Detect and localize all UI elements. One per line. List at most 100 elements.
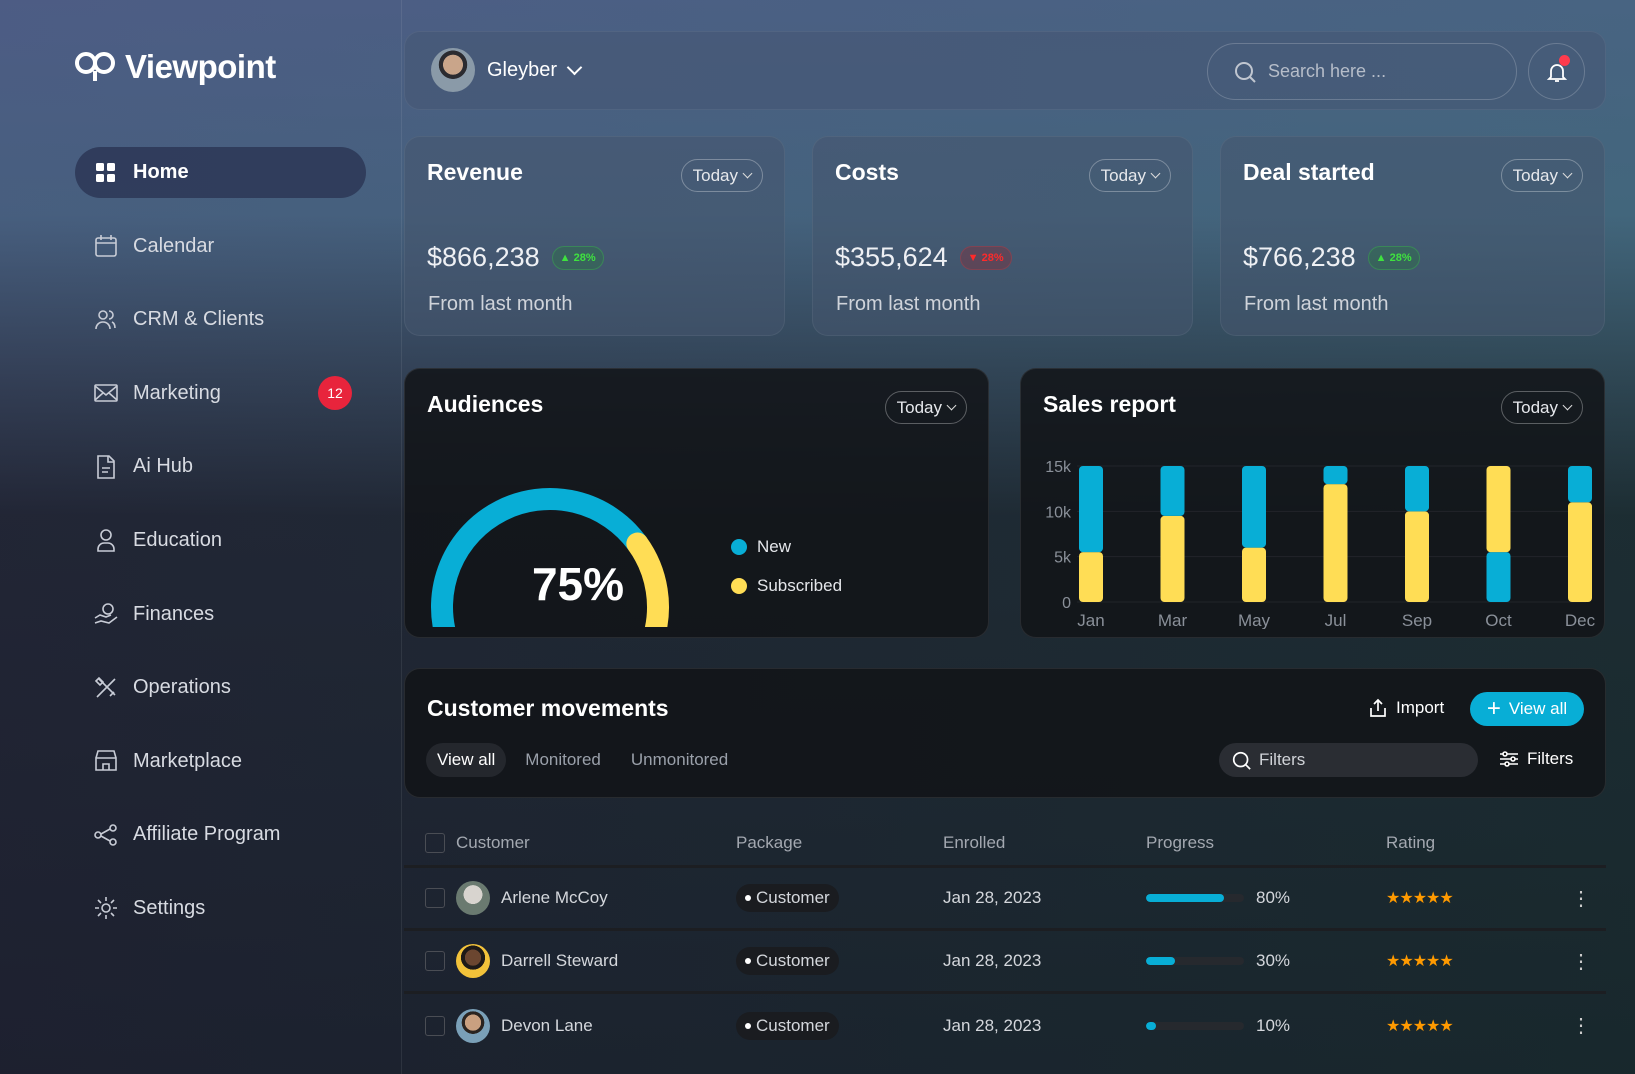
dropdown-label: Today (1512, 165, 1558, 185)
mail-icon (94, 384, 118, 403)
enrolled-date: Jan 28, 2023 (943, 1015, 1042, 1035)
column-progress[interactable]: Progress (1146, 832, 1215, 852)
dot-icon (745, 958, 751, 964)
column-enrolled[interactable]: Enrolled (943, 832, 1006, 852)
gear-icon (95, 897, 117, 920)
x-tick-label: Jan (1077, 611, 1104, 629)
star-icon: ★ (1426, 953, 1440, 970)
package-badge: Customer (736, 947, 839, 975)
sidebar-item-settings[interactable]: Settings (75, 883, 366, 934)
table-row[interactable]: Devon Lane Customer Jan 28, 2023 10% ★★★… (404, 994, 1606, 1057)
filter-input[interactable]: Filters (1219, 743, 1478, 777)
progress-bar (1146, 1021, 1244, 1030)
sidebar-item-operations[interactable]: Operations (75, 662, 366, 713)
table-row[interactable]: Arlene McCoy Customer Jan 28, 2023 80% ★… (404, 868, 1606, 931)
row-checkbox[interactable] (425, 1015, 445, 1036)
progress-cell: 30% (1146, 951, 1386, 971)
audience-gauge (431, 488, 669, 627)
dot-icon (745, 895, 751, 901)
dropdown-label: Today (692, 165, 738, 185)
progress-bar (1146, 957, 1244, 965)
progress-cell: 10% (1146, 1016, 1386, 1036)
dropdown-label: Today (1100, 165, 1146, 185)
card-title: Deal started (1243, 159, 1375, 185)
x-tick-label: Sep (1402, 611, 1432, 629)
star-icon: ★ (1399, 890, 1413, 907)
more-options-icon[interactable]: ⋮ (1571, 1015, 1591, 1037)
chevron-down-icon (1562, 400, 1573, 411)
card-title: Audiences (427, 391, 544, 417)
x-tick-label: May (1238, 611, 1271, 629)
star-icon: ★ (1439, 953, 1453, 970)
sidebar-item-ai-hub[interactable]: Ai Hub (75, 441, 366, 492)
user-menu[interactable]: Gleyber (431, 48, 583, 92)
sales-report-card: Sales report Today 0 5k 10k 15k Jan Mar May Jul… (1020, 368, 1605, 638)
sidebar-item-crm-clients[interactable]: CRM & Clients (75, 294, 366, 345)
y-tick-label: 0 (1062, 595, 1071, 612)
period-dropdown[interactable]: Today (680, 159, 763, 192)
view-all-button[interactable]: + View all (1470, 692, 1584, 726)
progress-value: 10% (1256, 1015, 1291, 1035)
sidebar-item-education[interactable]: Education (75, 515, 366, 566)
tab-unmonitored[interactable]: Unmonitored (630, 750, 729, 769)
bar-subscribed-jan (1079, 552, 1103, 602)
customer-name: Darrell Steward (501, 951, 619, 970)
filter-placeholder: Filters (1259, 750, 1306, 769)
kpi-value-row: $766,238 ▲ 28% (1243, 242, 1420, 273)
more-options-icon[interactable]: ⋮ (1571, 887, 1591, 910)
notifications-button[interactable] (1528, 43, 1585, 100)
kpi-subtitle: From last month (428, 293, 573, 315)
sales-chart: 0 5k 10k 15k Jan Mar May Jul Sep Oct Dec (1045, 459, 1596, 629)
customer-movements-card: Customer movements Import + View all Vie… (404, 668, 1606, 798)
sidebar-item-affiliate-program[interactable]: Affiliate Program (75, 809, 366, 860)
star-icon: ★ (1386, 890, 1400, 907)
period-dropdown[interactable]: Today (884, 391, 967, 424)
progress-fill (1146, 957, 1176, 965)
tab-monitored[interactable]: Monitored (525, 750, 601, 769)
sidebar-item-marketing[interactable]: Marketing 12 (75, 368, 366, 419)
x-tick-label: Dec (1565, 611, 1596, 629)
sidebar-item-home[interactable]: Home (75, 147, 366, 198)
tools-icon (94, 676, 116, 698)
y-tick-label: 15k (1045, 459, 1072, 476)
customers-table: Customer Package Enrolled Progress Ratin… (404, 820, 1606, 1057)
arrow-up-icon: ▲ (559, 251, 571, 264)
period-dropdown[interactable]: Today (1500, 391, 1583, 424)
user-name: Gleyber (487, 58, 558, 81)
row-checkbox[interactable] (425, 951, 445, 971)
import-button[interactable]: Import (1368, 698, 1444, 718)
package-label: Customer (756, 951, 830, 970)
column-customer[interactable]: Customer (456, 832, 530, 852)
chevron-down-icon (946, 400, 957, 411)
hand-coin-icon (94, 603, 118, 624)
legend-item-subscribed: Subscribed (731, 576, 842, 596)
sidebar-item-marketplace[interactable]: Marketplace (75, 736, 366, 787)
kpi-value: $766,238 (1243, 242, 1356, 272)
gauge-legend: New Subscribed (731, 537, 842, 615)
bar-new-dec (1568, 466, 1592, 503)
period-dropdown[interactable]: Today (1088, 159, 1171, 192)
filters-button[interactable]: Filters (1499, 749, 1573, 769)
column-rating[interactable]: Rating (1386, 832, 1436, 852)
more-options-icon[interactable]: ⋮ (1571, 950, 1591, 973)
arrow-up-icon: ▲ (1375, 251, 1387, 264)
search-input[interactable]: Search here ... (1207, 43, 1517, 100)
tab-view-all[interactable]: View all (426, 743, 507, 777)
view-all-label: View all (1508, 699, 1568, 718)
table-row[interactable]: Darrell Steward Customer Jan 28, 2023 30… (404, 931, 1606, 994)
sidebar-item-calendar[interactable]: Calendar (75, 221, 366, 272)
legend-label: New (757, 537, 792, 556)
upload-icon (1370, 698, 1386, 717)
sidebar-item-finances[interactable]: Finances (75, 589, 366, 640)
card-title: Customer movements (427, 695, 669, 721)
legend-item-new: New (731, 537, 842, 557)
row-checkbox[interactable] (425, 888, 445, 908)
column-package[interactable]: Package (736, 832, 803, 852)
sidebar-item-label: Marketplace (133, 749, 242, 772)
select-all-checkbox[interactable] (425, 832, 445, 853)
x-tick-label: Mar (1158, 611, 1188, 629)
customer-cell: Darrell Steward (456, 944, 736, 978)
period-dropdown[interactable]: Today (1500, 159, 1583, 192)
logo[interactable]: Viewpoint (73, 48, 276, 86)
gauge-arc-subscribed (626, 532, 669, 627)
